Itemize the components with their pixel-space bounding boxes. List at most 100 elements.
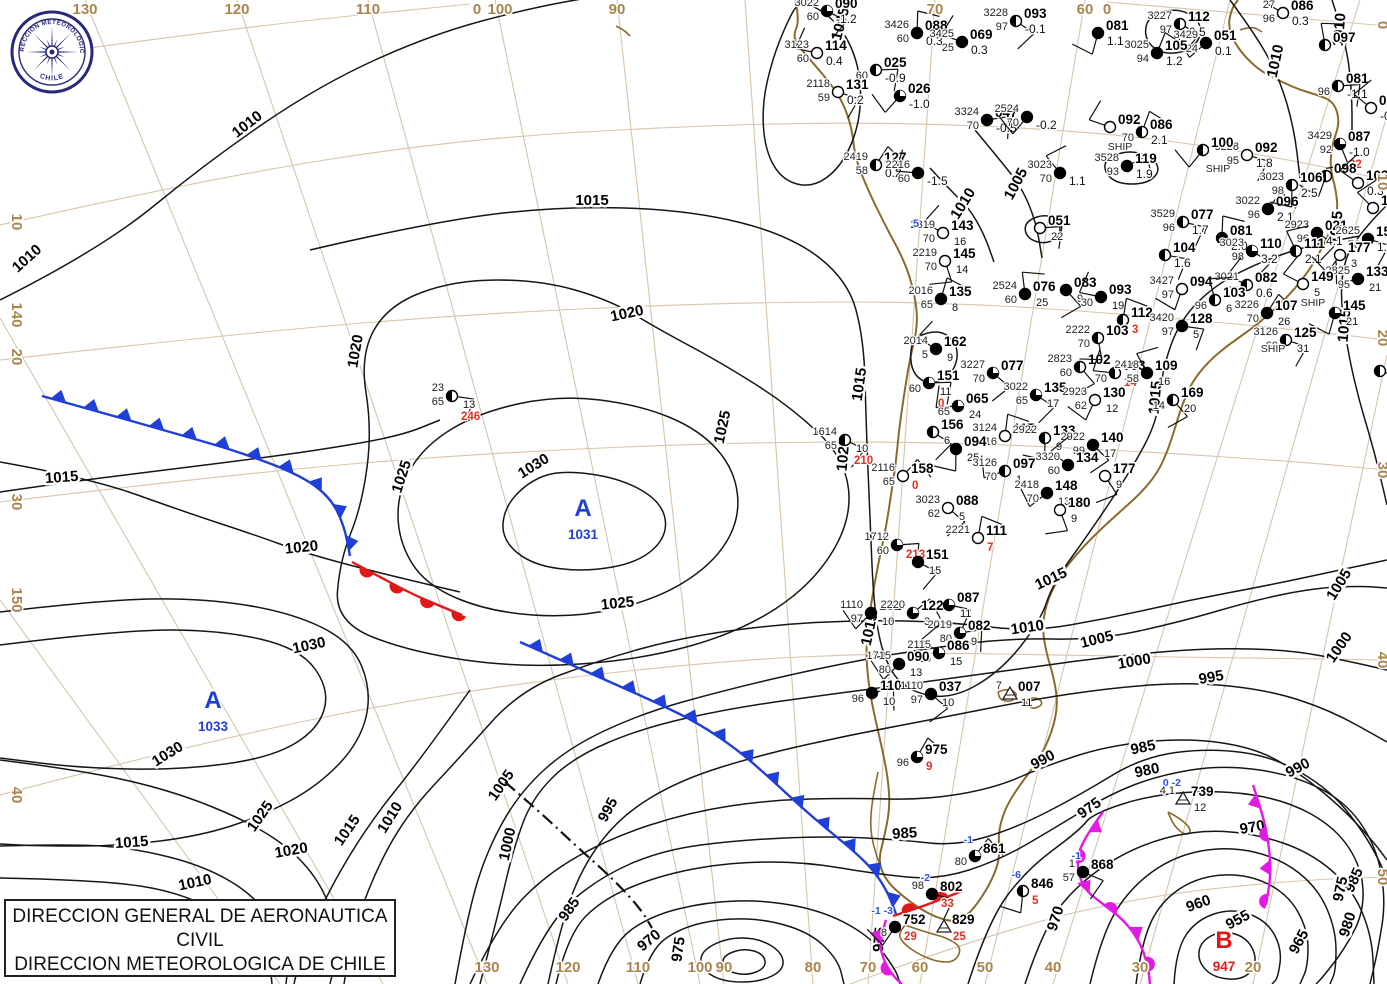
svg-text:1020: 1020 xyxy=(344,333,367,369)
isobar-line xyxy=(479,648,1387,984)
isobar-line xyxy=(1198,931,1256,980)
svg-text:2524: 2524 xyxy=(993,280,1017,292)
isobar-line xyxy=(700,937,784,983)
isobar-line xyxy=(309,206,1361,698)
svg-text:20: 20 xyxy=(1184,403,1196,415)
agency-logo: DIRECCION METEOROLOGICACHILE xyxy=(0,0,94,94)
svg-text:A: A xyxy=(574,495,591,522)
svg-text:60: 60 xyxy=(1048,465,1060,477)
svg-text:087: 087 xyxy=(957,590,980,605)
svg-text:143: 143 xyxy=(951,218,974,233)
svg-text:082: 082 xyxy=(1255,270,1278,285)
station-plot: 107 26 3226 70 xyxy=(1233,293,1299,329)
station-plot: 125 31 3126 60 xyxy=(1252,324,1319,367)
svg-text:088: 088 xyxy=(956,493,979,508)
svg-text:20: 20 xyxy=(1374,330,1387,347)
high-pressure-center: A 1033 xyxy=(196,685,230,736)
svg-text:25: 25 xyxy=(942,42,954,54)
svg-text:95: 95 xyxy=(1338,279,1350,291)
svg-text:112: 112 xyxy=(1188,9,1210,24)
svg-text:0.3: 0.3 xyxy=(926,34,943,48)
svg-text:24: 24 xyxy=(1186,43,1198,55)
svg-text:2216: 2216 xyxy=(886,159,910,171)
svg-text:19: 19 xyxy=(1112,300,1124,312)
svg-text:0.5: 0.5 xyxy=(1189,25,1206,39)
station-plot: 077 3227 70 xyxy=(959,357,1025,402)
svg-text:140: 140 xyxy=(8,302,25,327)
svg-text:117: 117 xyxy=(1013,421,1035,436)
isobar-line xyxy=(336,279,850,667)
svg-text:169: 169 xyxy=(1181,385,1204,400)
station-plot: 140 17 2922 99 xyxy=(1059,429,1125,474)
svg-text:1010: 1010 xyxy=(1010,617,1045,638)
svg-text:110: 110 xyxy=(880,678,902,693)
svg-text:94: 94 xyxy=(1137,53,1149,65)
svg-text:135: 135 xyxy=(949,284,972,299)
svg-text:97: 97 xyxy=(1162,289,1174,301)
svg-text:1015: 1015 xyxy=(114,833,148,852)
svg-text:1005: 1005 xyxy=(1079,627,1115,652)
svg-text:60: 60 xyxy=(912,959,929,976)
svg-text:0: 0 xyxy=(912,480,918,492)
svg-text:3228: 3228 xyxy=(1215,141,1239,153)
station-plot: 081-1.1 96 xyxy=(1317,70,1371,107)
svg-text:CHILE: CHILE xyxy=(39,73,66,83)
svg-text:158: 158 xyxy=(911,461,934,476)
svg-text:1010: 1010 xyxy=(9,241,45,276)
svg-text:119: 119 xyxy=(1135,151,1157,166)
high-pressure-center: A 1031 xyxy=(566,493,600,544)
svg-text:90: 90 xyxy=(609,1,626,18)
svg-text:96: 96 xyxy=(1297,233,1309,245)
svg-text:109: 109 xyxy=(1155,358,1178,373)
svg-text:3124: 3124 xyxy=(973,422,997,434)
svg-text:50: 50 xyxy=(977,959,994,976)
svg-text:3324: 3324 xyxy=(955,106,979,118)
svg-text:32: 32 xyxy=(1349,159,1362,171)
isobar-line xyxy=(502,471,667,571)
svg-text:29: 29 xyxy=(904,931,917,943)
station-plot: 151 110 60 xyxy=(908,367,962,412)
svg-text:1020: 1020 xyxy=(609,302,645,326)
svg-text:60: 60 xyxy=(909,383,921,395)
station-plot: 182 10 1110 97 xyxy=(839,597,903,630)
station-plot: 130 12 2923 62 xyxy=(1061,384,1127,421)
svg-text:92: 92 xyxy=(1320,144,1332,156)
svg-text:145: 145 xyxy=(953,246,976,261)
svg-text:-2: -2 xyxy=(921,872,930,884)
svg-text:2019: 2019 xyxy=(928,619,952,631)
svg-text:145: 145 xyxy=(1343,298,1366,313)
svg-text:0.2: 0.2 xyxy=(885,166,902,180)
svg-text:13: 13 xyxy=(910,667,922,679)
svg-text:149: 149 xyxy=(1311,269,1334,284)
svg-text:-1.5: -1.5 xyxy=(927,174,948,188)
svg-text:2625: 2625 xyxy=(1336,225,1360,237)
svg-text:4 1: 4 1 xyxy=(1160,785,1175,797)
station-plot: 153 xyxy=(1357,179,1387,215)
svg-text:70: 70 xyxy=(1040,173,1052,185)
svg-text:985: 985 xyxy=(892,824,918,843)
svg-text:2116: 2116 xyxy=(871,462,895,474)
station-plot: 134 3320 60 xyxy=(1034,436,1101,478)
svg-text:7: 7 xyxy=(996,680,1002,692)
station-plot: 097 1 3126 70 xyxy=(971,455,1037,488)
occluded-front xyxy=(1075,811,1155,984)
svg-text:0.3: 0.3 xyxy=(1292,14,1309,28)
svg-text:96: 96 xyxy=(1163,222,1175,234)
svg-text:70: 70 xyxy=(927,1,944,18)
svg-text:2.1: 2.1 xyxy=(1151,133,1168,147)
svg-text:93: 93 xyxy=(1107,166,1119,178)
svg-text:3126: 3126 xyxy=(1254,326,1278,338)
svg-text:13: 13 xyxy=(463,399,475,411)
svg-text:12: 12 xyxy=(1106,403,1118,415)
svg-text:20: 20 xyxy=(8,349,25,366)
svg-text:60: 60 xyxy=(1266,340,1278,352)
svg-text:1715: 1715 xyxy=(867,650,891,662)
